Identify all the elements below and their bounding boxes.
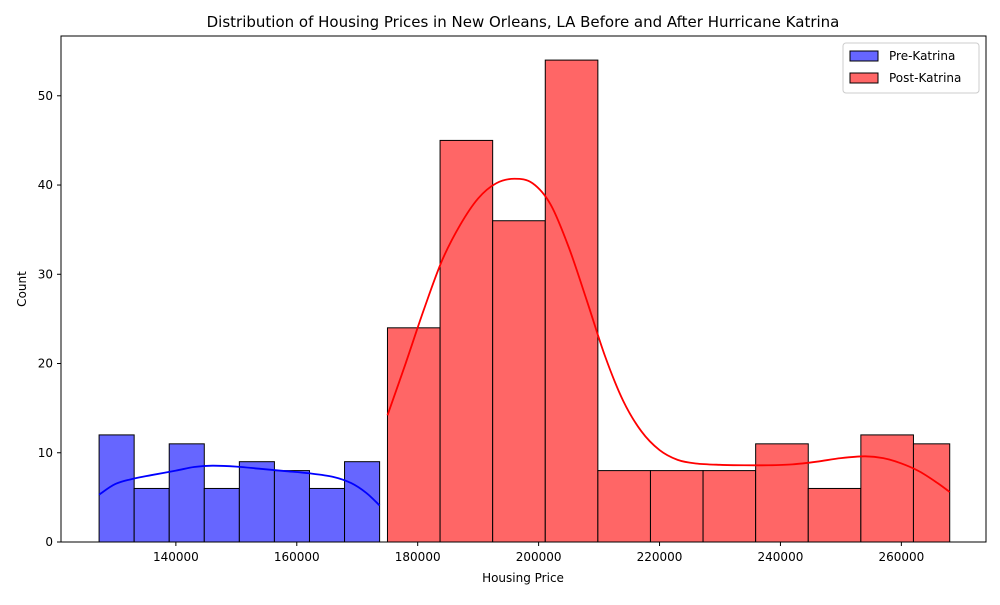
y-tick-label-3: 30: [38, 267, 53, 281]
x-tick-label-6: 260000: [878, 550, 924, 564]
bar-post-katrina-9: [860, 434, 914, 543]
legend-swatch-post-katrina: [849, 72, 879, 84]
legend-swatch-pre-katrina: [849, 50, 879, 62]
bar-post-katrina-0: [386, 327, 441, 543]
bar-post-katrina-2: [492, 220, 546, 543]
bar-post-katrina-7: [755, 443, 809, 543]
legend-label-post-katrina: Post-Katrina: [889, 71, 961, 85]
bar-post-katrina-3: [544, 59, 599, 543]
kde-line-pre-katrina: [98, 464, 381, 507]
y-tick-label-4: 40: [38, 178, 53, 192]
kde-line-post-katrina: [386, 177, 951, 493]
chart-title: Distribution of Housing Prices in New Or…: [207, 13, 840, 31]
x-tick-label-2: 180000: [395, 550, 441, 564]
bar-pre-katrina-2: [168, 443, 205, 543]
x-tick-label-3: 200000: [516, 550, 562, 564]
bars-layer: [98, 59, 951, 543]
y-tick-label-2: 20: [38, 357, 53, 371]
y-tick-label-0: 0: [45, 535, 53, 549]
bar-post-katrina-5: [649, 470, 704, 543]
bar-post-katrina-4: [597, 470, 651, 543]
x-tick-label-4: 220000: [637, 550, 683, 564]
x-tick-label-1: 160000: [274, 550, 320, 564]
bar-post-katrina-8: [807, 487, 862, 543]
bar-pre-katrina-0: [98, 434, 135, 543]
bar-post-katrina-1: [439, 139, 494, 543]
y-axis-label: Count: [15, 271, 29, 307]
x-tick-label-0: 140000: [153, 550, 199, 564]
bar-pre-katrina-6: [308, 487, 346, 543]
kde-layer: [98, 177, 951, 507]
bar-post-katrina-10: [912, 443, 951, 543]
bar-pre-katrina-7: [344, 461, 381, 543]
legend: Pre-Katrina Post-Katrina: [842, 42, 980, 94]
y-tick-label-1: 10: [38, 446, 53, 460]
bar-post-katrina-6: [702, 470, 757, 543]
x-axis-label: Housing Price: [482, 571, 564, 585]
y-tick-label-5: 50: [38, 89, 53, 103]
bar-pre-katrina-1: [133, 487, 170, 543]
bar-pre-katrina-3: [203, 487, 240, 543]
plot-frame: [60, 35, 987, 543]
x-axis-ticks: 140000 160000 180000 200000 220000 240000 2600…: [153, 542, 924, 564]
y-axis-ticks: 0 10 20 30 40 50: [38, 89, 61, 549]
bar-pre-katrina-4: [238, 461, 275, 543]
legend-label-pre-katrina: Pre-Katrina: [889, 49, 955, 63]
x-tick-label-5: 240000: [758, 550, 804, 564]
bar-pre-katrina-5: [273, 470, 310, 543]
